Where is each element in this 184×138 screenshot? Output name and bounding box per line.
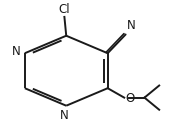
Text: N: N [60,109,69,122]
Text: O: O [125,92,134,105]
Text: N: N [127,19,135,32]
Text: N: N [11,45,20,58]
Text: Cl: Cl [59,2,70,16]
